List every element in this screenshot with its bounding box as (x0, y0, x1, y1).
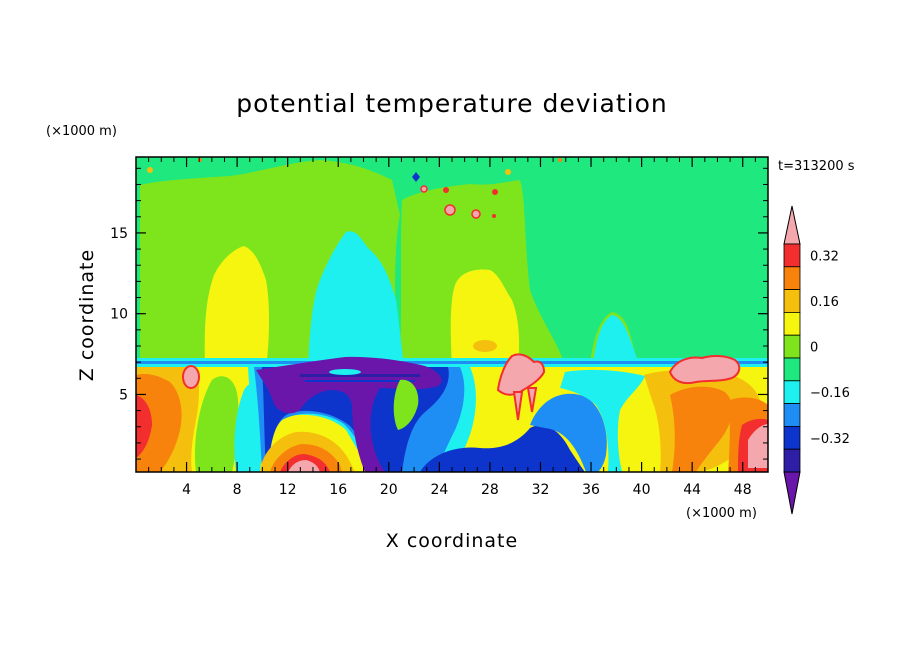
colorbar-label: 0.16 (810, 295, 839, 310)
contour-dot (471, 209, 481, 219)
contour-green-low-a (194, 376, 239, 472)
colorbar: 0.32 0.16 0 −0.16 −0.32 (783, 205, 850, 515)
contour-pink-spike (526, 387, 538, 413)
contour-dot (420, 185, 428, 193)
colorbar-label: −0.16 (810, 386, 850, 401)
contour-dot (443, 187, 449, 193)
x-tick-label: 48 (734, 482, 752, 498)
y-tick-label: 15 (110, 226, 128, 242)
x-axis-label: X coordinate (386, 530, 518, 552)
contour-pink-right-low (748, 424, 768, 468)
contour-pink-right-top (668, 354, 741, 385)
x-tick-label: 32 (532, 482, 550, 498)
contour-dot (492, 189, 498, 195)
x-tick-label: 20 (380, 482, 398, 498)
y-tick-label: 10 (110, 307, 128, 323)
x-tick-label: 12 (279, 482, 297, 498)
colorbar-band (783, 380, 801, 404)
y-tick-label: 5 (119, 387, 128, 403)
contour-field (136, 157, 768, 472)
contour-cyan-right (593, 315, 640, 367)
contour-purple-upper (256, 356, 442, 472)
x-tick-label: 40 (633, 482, 651, 498)
contour-orange-deep-right (670, 386, 733, 472)
chart-title: potential temperature deviation (236, 89, 667, 118)
time-label: t=313200 s (778, 159, 855, 174)
contour-dot (492, 214, 496, 218)
contour-dot (198, 158, 202, 162)
contour-pink-bottom (288, 460, 320, 472)
contour-dot (558, 158, 562, 162)
contour-dot (147, 167, 153, 173)
colorbar-label: 0 (810, 341, 818, 356)
colorbar-band (783, 334, 801, 359)
contour-small-lower (329, 369, 361, 375)
contour-dot (412, 172, 420, 182)
y-axis-unit: (×1000 m) (46, 124, 117, 139)
x-tick-label: 36 (582, 482, 600, 498)
colorbar-label: −0.32 (810, 432, 850, 447)
contour-purple-stripe (305, 380, 415, 382)
x-tick-label: 24 (430, 482, 448, 498)
contour-green-mid-low (393, 379, 419, 430)
colorbar-label: 0.32 (810, 249, 839, 264)
x-tick-label: 44 (683, 482, 701, 498)
contour-purple-stripe (300, 374, 420, 377)
x-tick-label: 28 (481, 482, 499, 498)
colorbar-band (783, 448, 801, 473)
colorbar-band (783, 266, 801, 290)
colorbar-extend-bottom (783, 471, 801, 515)
colorbar-band (783, 311, 801, 336)
colorbar-band (783, 243, 801, 268)
contour-cyan-center (308, 231, 404, 367)
contour-pink-left (182, 365, 200, 389)
contour-cyan-right-low (560, 369, 645, 472)
contour-dot (505, 169, 511, 175)
contour-orange-patch (473, 340, 497, 352)
colorbar-band (783, 425, 801, 450)
contour-lightblue-right (530, 393, 607, 472)
contour-yellow-left (204, 246, 269, 367)
x-axis-unit: (×1000 m) (686, 506, 757, 521)
y-axis-label: Z coordinate (76, 249, 98, 381)
x-tick-label: 8 (233, 482, 242, 498)
contour-navy-lower-right (420, 425, 585, 472)
contour-boundary-band-blue (136, 361, 768, 364)
contour-pink-spike (512, 391, 524, 421)
colorbar-band (783, 289, 801, 313)
colorbar-extend-top (783, 205, 801, 245)
colorbar-band (783, 357, 801, 382)
contour-dot (444, 204, 456, 216)
contour-orange-deep-left (136, 373, 182, 472)
contour-yellow-mid (450, 269, 520, 367)
x-tick-label: 16 (329, 482, 347, 498)
x-tick-label: 4 (182, 482, 191, 498)
colorbar-band (783, 403, 801, 427)
